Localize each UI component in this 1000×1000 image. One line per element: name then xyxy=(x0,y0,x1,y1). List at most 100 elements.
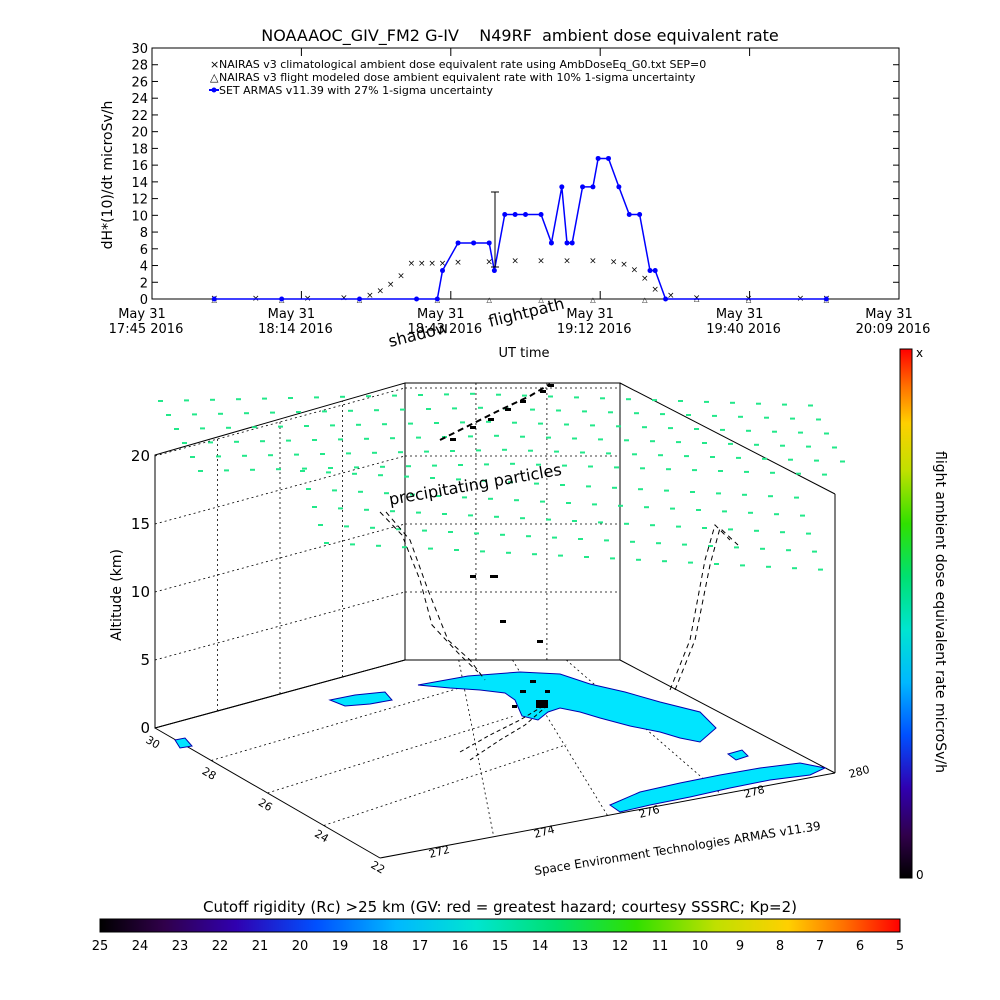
armas-point xyxy=(564,240,570,246)
particle-dash xyxy=(390,437,395,440)
particle-dash xyxy=(262,397,267,400)
z-tick-label: 0 xyxy=(140,719,150,737)
particle-dash xyxy=(630,540,635,543)
z-axis: 0 5 10 15 20 xyxy=(131,447,150,737)
particle-dash xyxy=(580,451,585,454)
particle-dash xyxy=(624,522,629,525)
grid-3d xyxy=(154,383,722,837)
left-wall xyxy=(154,382,406,729)
grid-floor-a xyxy=(323,744,567,826)
x-tick-date: May 31 xyxy=(417,307,465,322)
particle-dash xyxy=(684,455,689,458)
armas-point xyxy=(616,184,622,190)
x-tick-time: 17:45 2016 xyxy=(109,322,184,337)
particle-dash xyxy=(660,413,665,416)
particle-dash xyxy=(242,454,247,457)
particle-dash xyxy=(652,399,657,402)
particle-dash xyxy=(600,397,605,400)
grid-floor-a xyxy=(267,716,513,794)
particle-dash xyxy=(608,411,613,414)
particle-dash xyxy=(676,525,681,528)
particle-dash xyxy=(278,425,283,428)
particle-dash xyxy=(822,473,827,476)
particle-dash xyxy=(200,427,205,430)
z-tick-label: 10 xyxy=(131,583,150,601)
particle-dash xyxy=(710,456,715,458)
nairas-flight-point: △ xyxy=(486,296,492,304)
particle-dash xyxy=(694,428,699,430)
particle-dash xyxy=(780,531,785,534)
particle-dash xyxy=(390,510,395,513)
grid-left-z xyxy=(154,523,406,593)
particle-dash xyxy=(662,560,667,563)
lat-tick-label: 22 xyxy=(369,858,388,876)
lon-tick-label: 278 xyxy=(742,783,766,801)
particle-dash xyxy=(418,394,423,396)
lat-tick-label: 30 xyxy=(144,733,163,751)
particle-dash xyxy=(192,413,197,416)
y-tick-label: 14 xyxy=(131,176,148,191)
particle-dash xyxy=(682,543,687,546)
particle-dash xyxy=(650,440,655,443)
particle-dash xyxy=(656,542,661,545)
particle-dash xyxy=(402,546,407,549)
particle-dash xyxy=(812,550,817,553)
particle-dash xyxy=(606,452,611,455)
particle-dash xyxy=(352,472,357,475)
particle-dash xyxy=(744,470,749,473)
particle-dash xyxy=(714,563,719,565)
particle-dash xyxy=(424,450,429,453)
x-tick-time: 18:43 2016 xyxy=(407,322,482,337)
legend-marker-nairas-flight: △ xyxy=(210,71,219,84)
flightpath-marker xyxy=(520,400,526,403)
particle-dash xyxy=(572,520,577,522)
particle-dash xyxy=(584,556,589,558)
bottom-colorbar xyxy=(99,918,901,933)
x-tick-time: 19:12 2016 xyxy=(557,322,632,337)
armas-point xyxy=(538,211,544,217)
bottom-colorbar-ticks: 25 24 23 22 21 20 19 18 17 16 15 14 13 12 11 10 9 8 7 6 5 xyxy=(92,939,904,954)
particle-dash xyxy=(330,424,335,427)
y-tick-label: 24 xyxy=(131,92,148,107)
latitude-axis: 30 28 26 24 22 xyxy=(144,733,388,876)
y-tick-label: 30 xyxy=(131,42,148,57)
legend-label-nairas-clim: NAIRAS v3 climatological ambient dose eq… xyxy=(219,58,706,71)
armas-point xyxy=(606,155,611,161)
particle-dash xyxy=(742,493,747,496)
particle-dash xyxy=(364,508,369,511)
y-tick-label: 2 xyxy=(140,276,148,291)
profile-right-dashed-2 xyxy=(674,527,739,691)
bottom-colorbar-tick: 12 xyxy=(612,939,629,954)
bottom-colorbar-tick: 21 xyxy=(252,939,269,954)
particle-dash xyxy=(612,486,617,489)
nairas-clim-point: × xyxy=(439,259,447,269)
particle-dash xyxy=(416,436,421,439)
particle-dash xyxy=(184,399,189,402)
particle-dash xyxy=(450,450,455,452)
series-line-armas xyxy=(214,157,827,300)
nairas-clim-point: × xyxy=(397,272,405,282)
armas-point xyxy=(211,296,217,302)
flightpath-marker xyxy=(488,418,494,421)
grid-floor-b xyxy=(565,659,722,795)
particle-dash xyxy=(312,506,317,508)
particle-dash xyxy=(722,510,727,513)
particle-dash xyxy=(538,422,543,425)
flightpath-marker xyxy=(450,438,456,441)
particle-dash xyxy=(772,430,777,433)
particle-dash xyxy=(430,477,435,479)
particle-dash xyxy=(500,533,505,536)
particle-dash xyxy=(486,420,491,423)
particle-dash xyxy=(296,411,301,413)
particle-dash xyxy=(408,422,413,425)
particle-dash xyxy=(638,488,643,491)
particle-dash xyxy=(436,495,441,497)
particle-dash xyxy=(286,439,291,442)
particle-dash xyxy=(426,408,431,410)
particle-dash xyxy=(226,426,231,429)
top-plot-frame xyxy=(151,47,900,300)
shadow-ground-track-2 xyxy=(459,704,546,753)
particle-dash xyxy=(796,472,801,475)
